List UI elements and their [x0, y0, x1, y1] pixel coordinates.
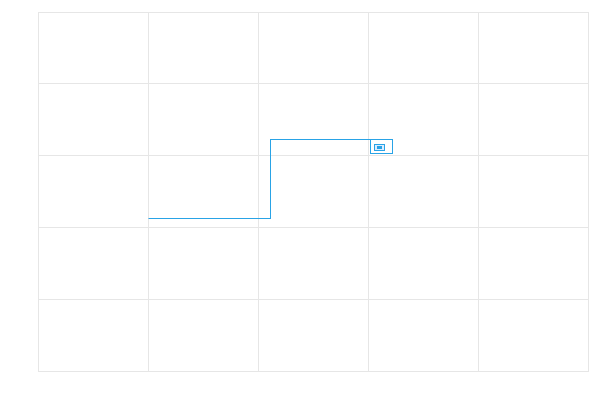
grid	[38, 12, 589, 372]
connector[interactable]	[148, 139, 393, 219]
node[interactable]	[370, 139, 393, 154]
node-core-icon	[377, 146, 382, 149]
connector-path[interactable]	[148, 139, 393, 219]
